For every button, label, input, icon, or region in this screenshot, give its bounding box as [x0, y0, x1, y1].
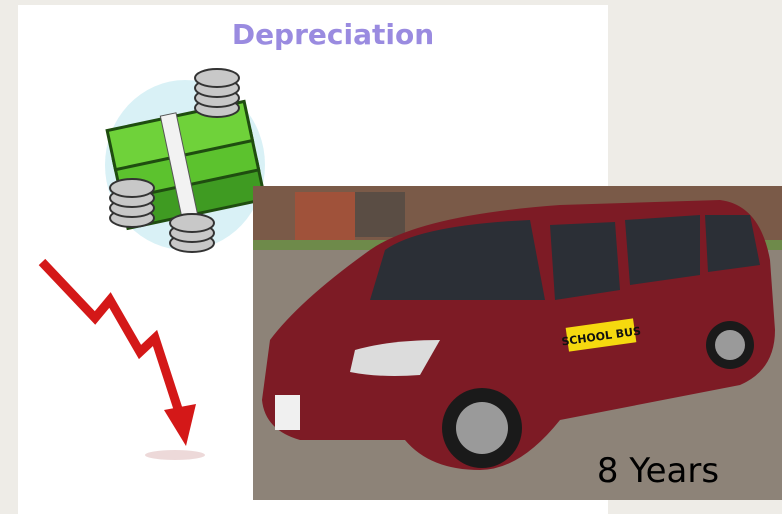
page: Depreciation [0, 0, 782, 514]
van-photo: SCHOOL BUS 8 Years [253, 186, 782, 500]
title: Depreciation [232, 18, 434, 51]
slide: Depreciation [0, 0, 782, 514]
photo-caption: 8 Years [597, 451, 719, 491]
